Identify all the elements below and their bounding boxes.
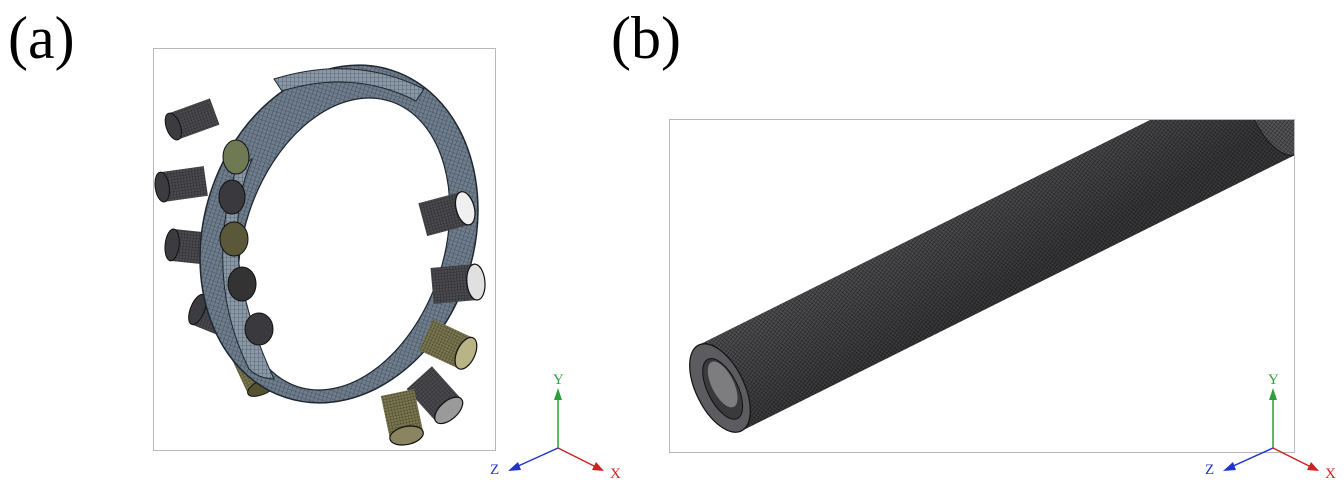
x-axis-arrow [592,462,604,471]
x-axis-label: X [1325,466,1336,480]
y-axis-label: Y [553,372,564,388]
z-axis-line [1230,447,1274,468]
panel-a-label: (a) [8,5,75,71]
z-axis-arrow [1223,462,1236,471]
x-axis-label: X [610,466,621,480]
x-axis-line [1272,447,1312,468]
ring-mesh-model [154,64,486,446]
z-axis-arrow [508,462,521,471]
right-nozzles [380,191,486,446]
z-axis-line [515,447,559,468]
tube-mesh-model [689,120,1294,433]
panel-a-viewport [153,48,496,451]
panel-b-axis-triad: Y Z X [1203,372,1343,480]
x-axis-arrow [1307,462,1319,471]
panel-b-viewport [669,119,1295,453]
inner-wall-holes [218,139,274,346]
y-axis-label: Y [1268,372,1279,388]
tube-far-end [1245,120,1294,156]
y-axis-arrow [554,388,562,400]
panel-a-axis-triad: Y Z X [488,372,628,480]
x-axis-line [557,447,597,468]
y-axis-arrow [1269,388,1277,400]
panel-b-label: (b) [611,5,681,71]
z-axis-label: Z [490,462,499,478]
z-axis-label: Z [1205,462,1214,478]
